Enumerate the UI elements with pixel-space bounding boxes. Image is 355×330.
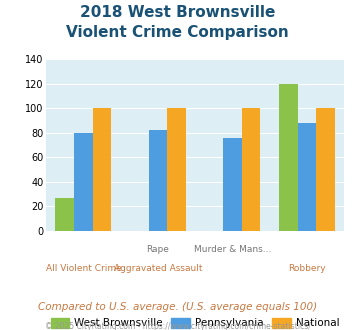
Bar xyxy=(279,84,298,231)
Bar xyxy=(167,109,186,231)
Text: Compared to U.S. average. (U.S. average equals 100): Compared to U.S. average. (U.S. average … xyxy=(38,302,317,312)
Text: © 2025 CityRating.com - https://www.cityrating.com/crime-statistics/: © 2025 CityRating.com - https://www.city… xyxy=(45,322,310,330)
Bar xyxy=(149,130,167,231)
Bar xyxy=(223,138,242,231)
Text: Murder & Mans...: Murder & Mans... xyxy=(194,245,271,254)
Text: Robbery: Robbery xyxy=(288,264,326,273)
Bar xyxy=(316,109,335,231)
Text: 2018 West Brownsville: 2018 West Brownsville xyxy=(80,5,275,20)
Text: Rape: Rape xyxy=(147,245,169,254)
Text: All Violent Crime: All Violent Crime xyxy=(45,264,121,273)
Text: Aggravated Assault: Aggravated Assault xyxy=(114,264,202,273)
Text: Violent Crime Comparison: Violent Crime Comparison xyxy=(66,25,289,40)
Legend: West Brownsville, Pennsylvania, National: West Brownsville, Pennsylvania, National xyxy=(47,314,344,330)
Bar xyxy=(242,109,261,231)
Bar xyxy=(74,133,93,231)
Bar xyxy=(55,198,74,231)
Bar xyxy=(298,123,316,231)
Bar xyxy=(93,109,111,231)
